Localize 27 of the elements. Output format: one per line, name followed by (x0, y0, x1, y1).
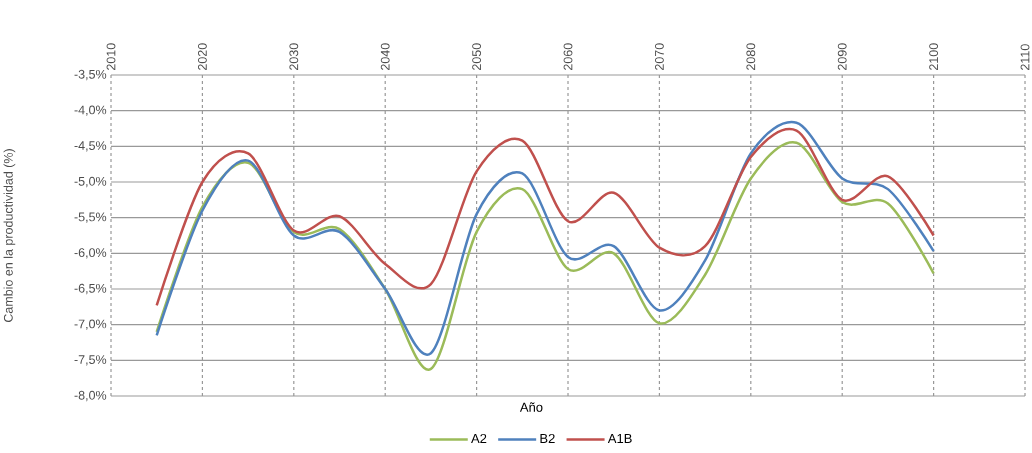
y-tick-label: -8,0% (74, 390, 107, 402)
x-axis-title: Año (519, 402, 543, 412)
y-tick-label: -3,5% (74, 69, 107, 81)
x-tick-label: 2010 (106, 43, 116, 70)
legend-label: A1B (607, 433, 632, 443)
x-tick-label: 2100 (929, 43, 939, 70)
x-tick-label: 2020 (197, 43, 207, 70)
y-tick-label: -5,0% (74, 176, 107, 188)
y-tick-label: -6,5% (74, 283, 107, 295)
y-tick-label: -4,5% (74, 141, 107, 152)
x-tick-label: 2090 (837, 43, 847, 70)
x-tick-label: 2080 (746, 43, 756, 70)
y-tick-label: -7,5% (74, 355, 107, 366)
y-tick-label: -6,0% (74, 248, 107, 259)
x-tick-label: 2040 (380, 43, 390, 70)
x-tick-label: 2110 (1020, 44, 1030, 70)
y-axis-title: Cambio en la productividad (%) (3, 149, 16, 323)
legend-label: A2 (471, 433, 487, 443)
legend-label: B2 (540, 433, 555, 443)
y-tick-label: -4,0% (74, 105, 107, 116)
line-series (155, 128, 935, 307)
x-tick-label: 2030 (289, 43, 299, 70)
y-tick-label: -7,0% (74, 319, 107, 330)
x-tick-label: 2070 (654, 43, 664, 70)
y-tick-label: -5,5% (74, 212, 107, 223)
x-tick-label: 2050 (472, 43, 482, 70)
x-tick-label: 2060 (563, 43, 573, 70)
